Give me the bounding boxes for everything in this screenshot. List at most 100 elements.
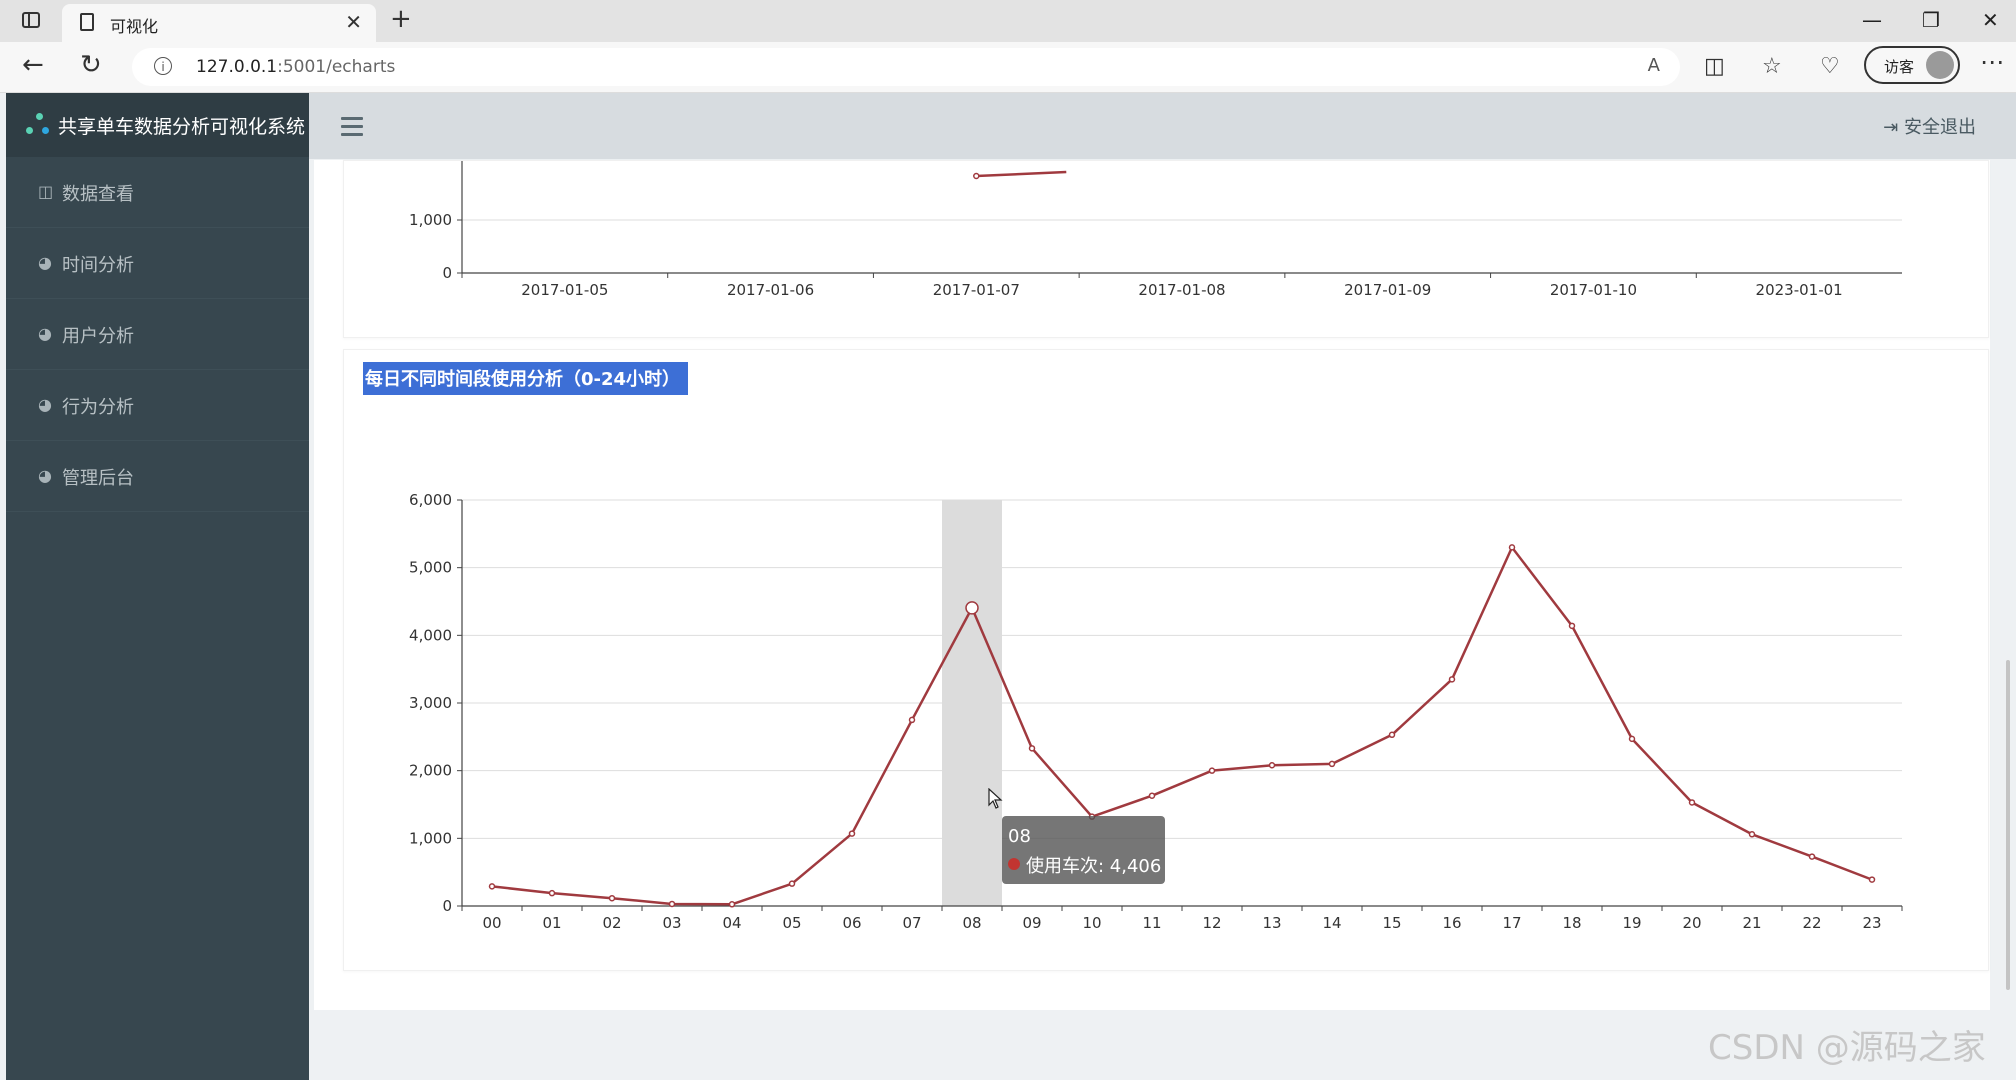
daily-line-chart[interactable]: 0 1,000 2017-01-05 2017-01-06 2017-01-07 2017… [344, 161, 1988, 337]
url-field[interactable]: i 127.0.0.1:5001/echarts A [132, 48, 1680, 86]
x-tick-label: 13 [1262, 914, 1281, 932]
y-tick-label: 5,000 [409, 559, 452, 577]
data-point [973, 172, 980, 180]
data-point [1568, 622, 1576, 630]
avatar [1926, 51, 1954, 79]
x-tick-label: 2017-01-10 [1550, 281, 1637, 299]
logout-button[interactable]: ⇥ 安全退出 [1883, 113, 1976, 139]
more-icon[interactable]: ⋯ [1980, 48, 2004, 76]
logout-label: 安全退出 [1904, 117, 1976, 138]
close-window-icon[interactable]: ✕ [1982, 8, 1999, 32]
logout-icon: ⇥ [1883, 117, 1904, 138]
data-point [1208, 767, 1216, 774]
sidebar-item-label: 用户分析 [62, 326, 134, 347]
x-tick-label: 19 [1622, 914, 1641, 932]
data-point [965, 601, 979, 615]
profile-button[interactable]: 访客 [1864, 46, 1960, 84]
x-tick-label: 00 [482, 914, 501, 932]
series-line [976, 170, 1067, 178]
x-tick-label: 22 [1802, 914, 1821, 932]
sidebar-toggle-icon[interactable] [22, 12, 40, 28]
x-tick-label: 2017-01-08 [1138, 281, 1225, 299]
data-point [1808, 853, 1816, 860]
tooltip-value: 使用车次: 4,406 [1026, 856, 1162, 877]
y-tick-label: 4,000 [409, 626, 452, 644]
y-tick-label: 3,000 [409, 694, 452, 712]
chart-title: 每日不同时间段使用分析（0-24小时） [363, 362, 689, 395]
x-tick-label: 08 [962, 914, 981, 932]
data-point [1868, 876, 1876, 883]
x-tick-label: 11 [1142, 914, 1161, 932]
data-point [668, 900, 676, 908]
data-point [1748, 831, 1756, 838]
sidebar: 共享单车数据分析可视化系统 ◫ 数据查看 ◕ 时间分析 ◕ 用户分析 ◕ 行为分… [6, 93, 309, 1080]
sidebar-item-behavior-analysis[interactable]: ◕ 行为分析 [6, 370, 309, 441]
reload-icon[interactable]: ↻ [80, 50, 102, 80]
data-point [548, 889, 556, 897]
y-tick-label: 0 [442, 264, 452, 282]
page-icon [80, 13, 94, 31]
close-tab-icon[interactable]: ✕ [345, 10, 362, 34]
y-tick-label: 6,000 [409, 491, 452, 509]
x-tick-label: 15 [1382, 914, 1401, 932]
sidebar-item-data-view[interactable]: ◫ 数据查看 [6, 157, 309, 228]
x-tick-label: 05 [782, 914, 801, 932]
browser-titlebar: 可视化 ✕ + — ❐ ✕ [0, 0, 2016, 42]
sidebar-item-time-analysis[interactable]: ◕ 时间分析 [6, 228, 309, 299]
y-tick-label: 0 [442, 897, 452, 915]
chart-card-daily: 0 1,000 2017-01-05 2017-01-06 2017-01-07 2017… [343, 160, 1989, 338]
sidebar-item-label: 管理后台 [62, 468, 134, 489]
x-tick-label: 2017-01-06 [727, 281, 814, 299]
x-tick-label: 10 [1082, 914, 1101, 932]
chart-tooltip: 08 使用车次: 4,406 [1002, 816, 1165, 884]
restore-icon[interactable]: ❐ [1922, 8, 1940, 32]
x-tick-label: 21 [1742, 914, 1761, 932]
x-tick-label: 03 [662, 914, 681, 932]
x-tick-label: 01 [542, 914, 561, 932]
browser-tab[interactable]: 可视化 ✕ [62, 4, 376, 42]
hourly-line-chart[interactable]: 0 1,000 2,000 3,000 4,000 5,000 6,000 00 01 02 03 0… [344, 350, 1988, 970]
x-tick-label: 16 [1442, 914, 1461, 932]
dashboard-icon: ◕ [38, 324, 52, 343]
y-tick-label: 1,000 [409, 211, 452, 229]
data-point [788, 880, 796, 887]
sidebar-item-admin[interactable]: ◕ 管理后台 [6, 441, 309, 512]
dashboard-icon: ◕ [38, 466, 52, 485]
read-aloud-icon[interactable]: A [1647, 55, 1660, 76]
data-point [608, 894, 616, 902]
sidebar-item-user-analysis[interactable]: ◕ 用户分析 [6, 299, 309, 370]
x-tick-label: 06 [842, 914, 861, 932]
back-icon[interactable]: ← [22, 50, 44, 80]
data-point [1628, 735, 1636, 743]
data-point [1268, 762, 1276, 769]
favorites-icon[interactable]: ☆ [1762, 54, 1782, 79]
x-tick-label: 2023-01-01 [1756, 281, 1843, 299]
x-tick-label: 18 [1562, 914, 1581, 932]
watermark: CSDN @源码之家 [1708, 1028, 1986, 1068]
brand[interactable]: 共享单车数据分析可视化系统 [6, 93, 309, 157]
data-point [1388, 731, 1396, 739]
data-point [1688, 799, 1696, 806]
info-icon[interactable]: i [154, 57, 172, 75]
dashboard-icon: ◕ [38, 395, 52, 414]
logo-icon [26, 113, 52, 139]
x-tick-label: 17 [1502, 914, 1521, 932]
y-tick-label: 2,000 [409, 762, 452, 780]
x-tick-label: 04 [722, 914, 741, 932]
split-screen-icon[interactable]: ◫ [1704, 54, 1725, 79]
data-point [1328, 760, 1336, 768]
new-tab-icon[interactable]: + [390, 4, 412, 34]
y-tick-label: 1,000 [409, 829, 452, 847]
browser-essentials-icon[interactable]: ♡ [1820, 54, 1840, 79]
data-point [1508, 544, 1516, 551]
dashboard-icon: ◕ [38, 253, 52, 272]
minimize-icon[interactable]: — [1862, 8, 1882, 32]
series-marker [1008, 858, 1020, 870]
brand-name: 共享单车数据分析可视化系统 [58, 116, 306, 138]
scrollbar[interactable] [2006, 660, 2010, 990]
tooltip-category: 08 [1008, 826, 1031, 847]
series-line [491, 546, 1873, 906]
sidebar-item-label: 数据查看 [62, 184, 134, 205]
menu-toggle-icon[interactable] [341, 117, 363, 141]
data-point [848, 830, 856, 837]
